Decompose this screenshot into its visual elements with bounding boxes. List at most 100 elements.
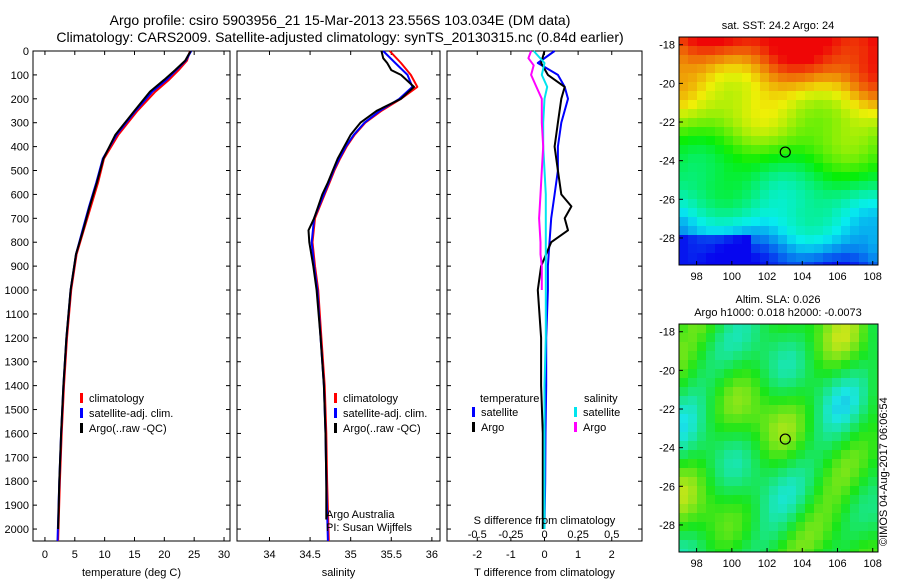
map-cell: [733, 324, 742, 333]
x-axis-label: salinity: [322, 567, 356, 579]
map-cell: [796, 504, 805, 513]
map-cell: [706, 513, 715, 522]
map-cell: [814, 396, 823, 405]
map-cell: [823, 172, 832, 181]
map-cell: [733, 55, 742, 64]
map-cell: [679, 163, 688, 172]
map-cell: [715, 82, 724, 91]
map-cell: [751, 450, 760, 459]
map-cell: [796, 549, 805, 552]
map-cell: [778, 190, 787, 199]
map-cell: [814, 127, 823, 136]
map-cell: [769, 333, 778, 342]
map-cell: [724, 46, 733, 55]
map-cell: [679, 262, 688, 265]
map-cell: [814, 55, 823, 64]
map-cell: [760, 55, 769, 64]
map-cell: [742, 450, 751, 459]
map-cell: [841, 504, 850, 513]
map-cell: [814, 208, 823, 217]
series-line-argo-raw-qc-: [307, 50, 415, 520]
y-tick-label: 500: [11, 166, 29, 178]
map-cell: [859, 46, 868, 55]
map-x-tick-label: 104: [793, 271, 811, 283]
map-cell: [859, 360, 868, 369]
y-tick-label: 1200: [5, 333, 29, 345]
map-cell: [706, 100, 715, 109]
map-cell: [679, 450, 688, 459]
map-cell: [733, 342, 742, 351]
map-cell: [760, 91, 769, 100]
map-cell: [823, 423, 832, 432]
map-cell: [724, 118, 733, 127]
map-cell: [823, 46, 832, 55]
map-cell: [679, 190, 688, 199]
map-cell: [868, 172, 877, 181]
map-cell: [724, 181, 733, 190]
map-cell: [706, 459, 715, 468]
map-cell: [733, 136, 742, 145]
map-cell: [733, 100, 742, 109]
map-cell: [733, 199, 742, 208]
map-cell: [715, 324, 724, 333]
map-cell: [859, 217, 868, 226]
map-cell: [850, 414, 859, 423]
map-cell: [760, 73, 769, 82]
map-cell: [832, 55, 841, 64]
map-cell: [769, 217, 778, 226]
map-cell: [679, 118, 688, 127]
map-cell: [760, 127, 769, 136]
map-cell: [733, 154, 742, 163]
map-cell: [823, 414, 832, 423]
map-cell: [787, 55, 796, 64]
map-cell: [841, 235, 850, 244]
map-cell: [823, 145, 832, 154]
map-cell: [823, 369, 832, 378]
map-cell: [769, 324, 778, 333]
map-cell: [823, 387, 832, 396]
map-cell: [706, 486, 715, 495]
map-cell: [850, 208, 859, 217]
map-cell: [688, 37, 697, 46]
map-title: sat. SST: 24.2 Argo: 24: [722, 20, 835, 32]
map-cell: [859, 244, 868, 253]
map-cell: [706, 360, 715, 369]
map-cell: [724, 441, 733, 450]
map-cell: [868, 118, 877, 127]
map-cell: [787, 504, 796, 513]
map-cell: [724, 504, 733, 513]
map-cell: [823, 82, 832, 91]
map-cell: [688, 55, 697, 64]
map-cell: [796, 172, 805, 181]
map-cell: [697, 342, 706, 351]
map-cell: [769, 37, 778, 46]
map-y-tick-label: -18: [659, 327, 675, 339]
map-cell: [688, 46, 697, 55]
map-cell: [850, 73, 859, 82]
map-cell: [868, 91, 877, 100]
map-cell: [760, 522, 769, 531]
map-cell: [823, 109, 832, 118]
x-tick-label: 30: [218, 549, 230, 561]
map-cell: [823, 450, 832, 459]
map-cell: [724, 450, 733, 459]
map-cell: [688, 82, 697, 91]
map-cell: [778, 208, 787, 217]
map-cell: [796, 91, 805, 100]
map-cell: [823, 253, 832, 262]
map-cell: [805, 100, 814, 109]
map-cell: [868, 513, 877, 522]
map-cell: [751, 504, 760, 513]
map-cell: [733, 351, 742, 360]
map-cell: [724, 459, 733, 468]
map-cell: [787, 432, 796, 441]
map-cell: [733, 208, 742, 217]
map-cell: [706, 145, 715, 154]
map-cell: [760, 100, 769, 109]
map-cell: [850, 531, 859, 540]
map-cell: [769, 531, 778, 540]
map-cell: [796, 405, 805, 414]
map-cell: [832, 73, 841, 82]
map-cell: [769, 351, 778, 360]
map-cell: [787, 208, 796, 217]
